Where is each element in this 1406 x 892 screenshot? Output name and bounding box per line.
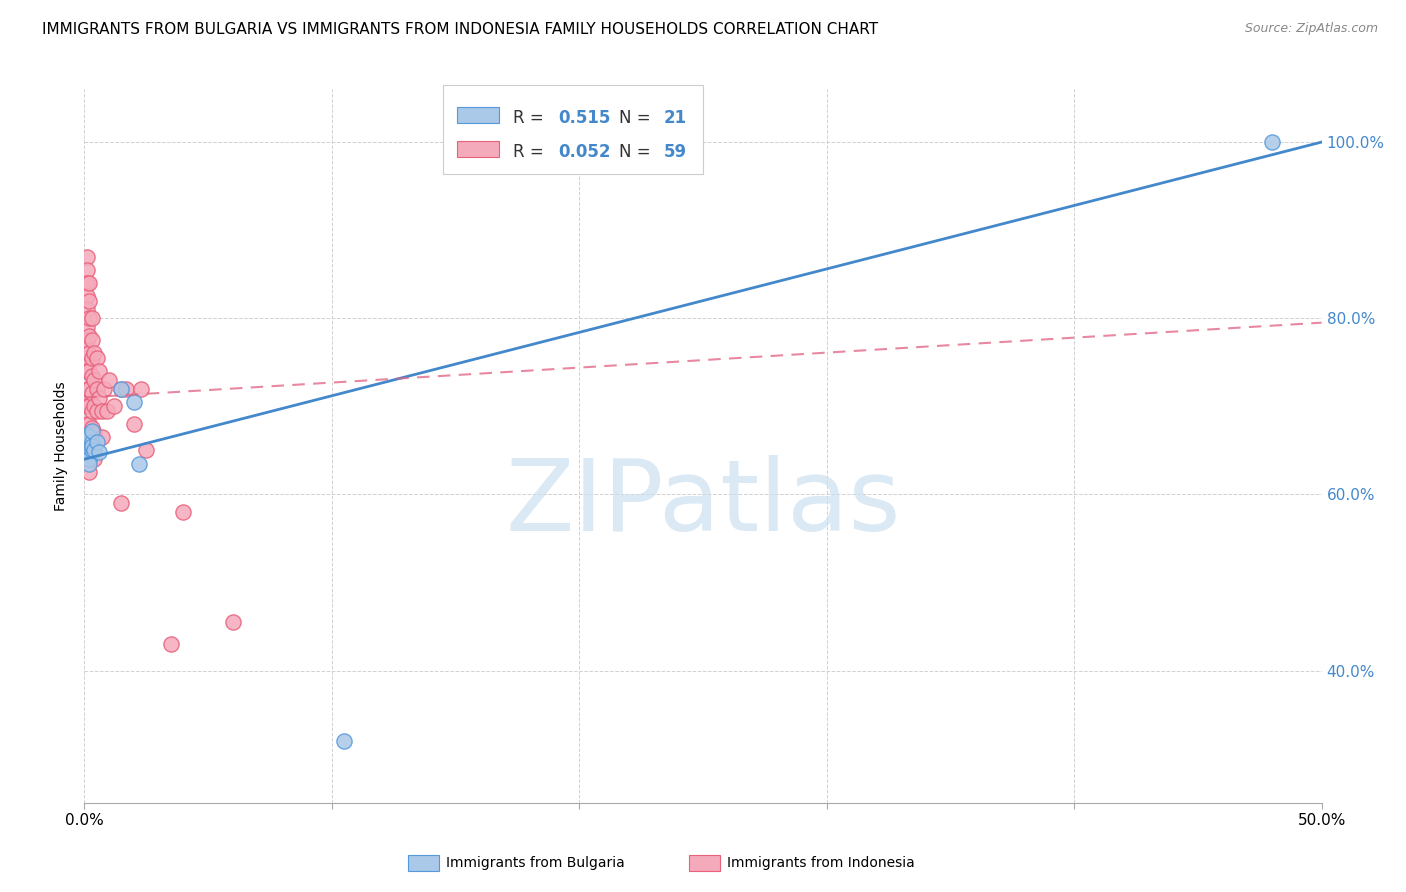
Point (76, 382, 98, 396)
Point (110, 496, 132, 510)
Point (90, 403, 112, 417)
Point (83, 400, 105, 414)
Point (76, 452, 98, 467)
Point (83, 443, 105, 458)
Text: 0.052: 0.052 (558, 143, 610, 161)
Point (76, 250, 98, 264)
Point (79, 452, 101, 467)
Point (80, 439, 103, 453)
Point (89, 445, 111, 459)
Text: IMMIGRANTS FROM BULGARIA VS IMMIGRANTS FROM INDONESIA FAMILY HOUSEHOLDS CORRELAT: IMMIGRANTS FROM BULGARIA VS IMMIGRANTS F… (42, 22, 879, 37)
Point (79, 466, 101, 480)
Point (89, 391, 111, 405)
Point (135, 443, 157, 458)
Text: Immigrants from Bulgaria: Immigrants from Bulgaria (446, 856, 624, 871)
Point (83, 373, 105, 387)
Point (96, 403, 118, 417)
Point (76, 427, 98, 442)
Point (110, 382, 132, 396)
Point (80, 311, 103, 326)
Text: 59: 59 (664, 143, 686, 161)
Point (79, 329, 101, 343)
Point (222, 615, 245, 630)
Point (76, 320, 98, 334)
Point (86, 434, 108, 449)
Point (83, 346, 105, 360)
Point (79, 457, 101, 471)
Point (90, 430, 112, 444)
Point (79, 452, 101, 467)
Point (79, 436, 101, 450)
Point (89, 364, 111, 378)
Point (79, 364, 101, 378)
Text: 21: 21 (664, 109, 686, 127)
Point (79, 434, 101, 449)
Point (86, 382, 108, 396)
Point (76, 434, 98, 449)
Point (76, 436, 98, 450)
Point (79, 276, 101, 290)
Point (79, 430, 101, 444)
Point (122, 417, 145, 431)
Point (160, 637, 183, 651)
Point (76, 364, 98, 378)
Point (128, 457, 150, 471)
Point (76, 400, 98, 414)
Point (80, 424, 103, 438)
Text: N =: N = (619, 143, 655, 161)
Text: R =: R = (513, 109, 550, 127)
Point (76, 302, 98, 317)
Point (76, 351, 98, 365)
Point (79, 346, 101, 360)
Point (83, 452, 105, 467)
Point (76, 434, 98, 449)
Point (80, 403, 103, 417)
Point (333, 734, 356, 748)
Point (76, 417, 98, 431)
Point (76, 289, 98, 303)
Point (122, 395, 145, 409)
Point (80, 443, 103, 458)
Point (93, 382, 115, 396)
Point (83, 425, 105, 440)
Point (79, 311, 101, 326)
Point (80, 421, 103, 435)
Point (86, 351, 108, 365)
Point (80, 434, 103, 449)
Text: R =: R = (513, 143, 550, 161)
Point (129, 382, 152, 396)
Point (172, 505, 194, 519)
Point (115, 382, 138, 396)
Text: 0.515: 0.515 (558, 109, 610, 127)
Point (79, 382, 101, 396)
Point (80, 351, 103, 365)
Point (76, 262, 98, 277)
Point (86, 403, 108, 417)
Text: N =: N = (619, 109, 655, 127)
Point (79, 445, 101, 459)
Point (80, 333, 103, 347)
Point (103, 400, 125, 414)
Point (79, 445, 101, 459)
Point (1261, 135, 1284, 149)
Point (80, 368, 103, 383)
Point (79, 400, 101, 414)
Point (79, 417, 101, 431)
Y-axis label: Family Households: Family Households (55, 381, 69, 511)
Point (110, 382, 132, 396)
Point (98, 373, 121, 387)
Point (76, 276, 98, 290)
Text: Immigrants from Indonesia: Immigrants from Indonesia (727, 856, 915, 871)
Point (79, 293, 101, 308)
Point (76, 333, 98, 347)
Text: Source: ZipAtlas.com: Source: ZipAtlas.com (1244, 22, 1378, 36)
Point (80, 386, 103, 401)
Text: ZIPatlas: ZIPatlas (505, 455, 901, 551)
Point (80, 439, 103, 453)
